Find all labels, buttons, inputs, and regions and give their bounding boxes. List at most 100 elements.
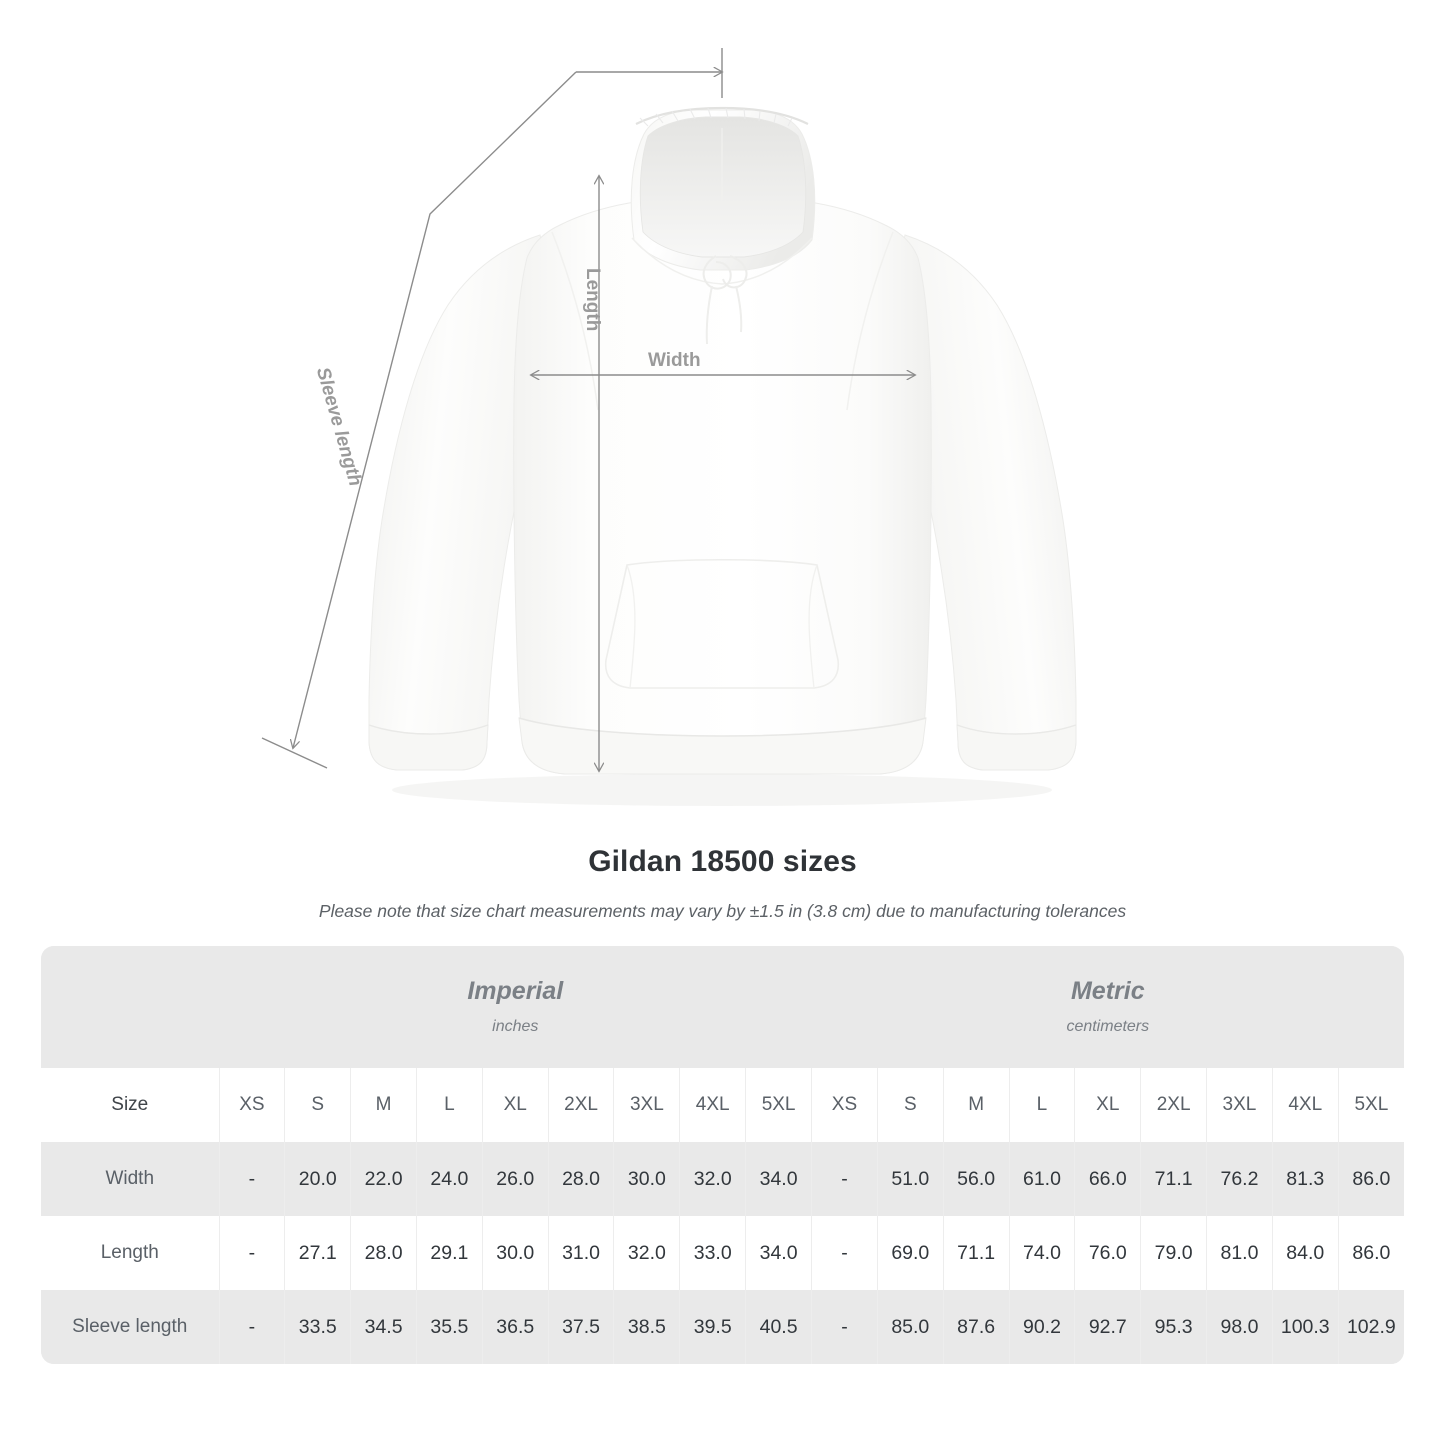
cell-metric: 98.0: [1206, 1290, 1273, 1364]
cell-imperial: 33.0: [679, 1216, 746, 1290]
cell-imperial: 39.5: [679, 1290, 746, 1364]
size-chart-table: Imperial inches Metric centimeters Size XS S M L…: [41, 946, 1404, 1364]
unit-system-name: Imperial: [467, 977, 564, 1006]
size-header-metric-s: S: [876, 1068, 944, 1142]
unit-group-metric: Metric centimeters: [811, 946, 1404, 1068]
size-header-metric-2xl: 2XL: [1140, 1068, 1207, 1142]
cell-metric: 84.0: [1271, 1216, 1339, 1290]
size-header-imperial-s: S: [284, 1068, 351, 1142]
size-header-imperial-5xl: 5XL: [745, 1068, 812, 1142]
cell-metric: 100.3: [1271, 1290, 1339, 1364]
cell-imperial: -: [218, 1216, 285, 1290]
measurement-lines: [261, 48, 915, 771]
cell-metric: 76.0: [1074, 1216, 1141, 1290]
sleeve-bottom-tick: [261, 737, 328, 769]
cell-imperial: 27.1: [284, 1216, 351, 1290]
cell-imperial: 33.5: [284, 1290, 351, 1364]
cell-metric: 66.0: [1074, 1142, 1141, 1216]
cell-metric: 56.0: [942, 1142, 1010, 1216]
unit-system-name: Metric: [1070, 977, 1145, 1006]
cell-imperial: -: [218, 1290, 285, 1364]
table-row: Sleeve length -33.5 34.5 35.5 36.5 37.5 38.5 39…: [41, 1290, 1404, 1364]
cell-metric: 61.0: [1008, 1142, 1075, 1216]
cell-imperial: 34.0: [745, 1142, 812, 1216]
row-label-length: Length: [41, 1216, 219, 1290]
size-header-imperial-4xl: 4XL: [679, 1068, 746, 1142]
size-header-imperial-xs: XS: [218, 1068, 285, 1142]
size-header-metric-xl: XL: [1074, 1068, 1141, 1142]
cell-imperial: 32.0: [613, 1216, 680, 1290]
sleeve-length-line: [293, 71, 577, 748]
cell-imperial: 34.5: [350, 1290, 417, 1364]
cell-imperial: 29.1: [415, 1216, 483, 1290]
row-label-sleeve-length: Sleeve length: [41, 1290, 219, 1364]
cell-imperial: 28.0: [547, 1142, 614, 1216]
cell-metric: 79.0: [1140, 1216, 1207, 1290]
cell-imperial: 31.0: [547, 1216, 614, 1290]
cell-metric: 102.9: [1337, 1290, 1404, 1364]
cell-metric: 71.1: [1140, 1142, 1207, 1216]
cell-metric: 74.0: [1008, 1216, 1075, 1290]
cell-metric: -: [811, 1290, 878, 1364]
cell-metric: 81.3: [1271, 1142, 1339, 1216]
heading-block: Gildan 18500 sizes Please note that size…: [0, 845, 1445, 922]
unit-row-spacer: [41, 946, 219, 1068]
cell-imperial: 28.0: [350, 1216, 417, 1290]
cell-metric: 85.0: [876, 1290, 944, 1364]
cell-imperial: 37.5: [547, 1290, 614, 1364]
cell-metric: -: [811, 1216, 878, 1290]
size-chart-table-container: Imperial inches Metric centimeters Size XS S M L…: [41, 946, 1404, 1364]
unit-group-imperial: Imperial inches: [219, 946, 812, 1068]
cell-imperial: 38.5: [613, 1290, 680, 1364]
size-header-metric-5xl: 5XL: [1337, 1068, 1404, 1142]
width-annotation-label: Width: [648, 350, 701, 371]
unit-measure-name: centimeters: [1066, 1017, 1150, 1035]
size-header-metric-3xl: 3XL: [1206, 1068, 1273, 1142]
table-row: Width -20.0 22.0 24.0 26.0 28.0 30.0 32.0 34.0-5…: [41, 1142, 1404, 1216]
cell-metric: 76.2: [1206, 1142, 1273, 1216]
cell-imperial: 36.5: [481, 1290, 549, 1364]
cell-imperial: 35.5: [415, 1290, 483, 1364]
table-row: Length -27.1 28.0 29.1 30.0 31.0 32.0 33.0 34.0-…: [41, 1216, 1404, 1290]
unit-measure-name: inches: [492, 1017, 539, 1035]
cell-imperial: 30.0: [613, 1142, 680, 1216]
cell-metric: 71.1: [942, 1216, 1010, 1290]
cell-imperial: -: [218, 1142, 285, 1216]
size-header-imperial-2xl: 2XL: [547, 1068, 614, 1142]
cell-metric: 95.3: [1140, 1290, 1207, 1364]
cell-metric: 90.2: [1008, 1290, 1075, 1364]
cell-imperial: 30.0: [481, 1216, 549, 1290]
cell-metric: 69.0: [876, 1216, 944, 1290]
size-header-imperial-m: M: [350, 1068, 417, 1142]
cell-imperial: 40.5: [745, 1290, 812, 1364]
size-header-row: Size XS S M L XL 2XL 3XL 4XL 5XL XS S M L XL 2XL 3XL 4XL 5…: [41, 1068, 1404, 1142]
cell-imperial: 34.0: [745, 1216, 812, 1290]
length-annotation-label: Length: [582, 268, 603, 332]
cell-metric: 92.7: [1074, 1290, 1141, 1364]
size-header-imperial-l: L: [415, 1068, 483, 1142]
hoodie-measurement-diagram: Width Length Sleeve length: [261, 48, 1077, 806]
cell-metric: -: [811, 1142, 878, 1216]
cell-imperial: 22.0: [350, 1142, 417, 1216]
row-label-width: Width: [41, 1142, 219, 1216]
size-column-header: Size: [41, 1068, 219, 1142]
size-header-metric-m: M: [942, 1068, 1010, 1142]
unit-system-row: Imperial inches Metric centimeters: [41, 946, 1404, 1068]
cell-metric: 81.0: [1206, 1216, 1273, 1290]
size-header-metric-l: L: [1008, 1068, 1075, 1142]
size-header-imperial-3xl: 3XL: [613, 1068, 680, 1142]
hoodie-illustration: [261, 48, 1077, 806]
size-header-metric-4xl: 4XL: [1271, 1068, 1339, 1142]
tolerance-note: Please note that size chart measurements…: [318, 901, 1127, 921]
cell-imperial: 26.0: [481, 1142, 549, 1216]
cell-metric: 86.0: [1337, 1142, 1404, 1216]
size-header-metric-xs: XS: [811, 1068, 878, 1142]
cell-metric: 86.0: [1337, 1216, 1404, 1290]
cell-metric: 87.6: [942, 1290, 1010, 1364]
size-header-imperial-xl: XL: [481, 1068, 549, 1142]
cell-imperial: 20.0: [284, 1142, 351, 1216]
cell-metric: 51.0: [876, 1142, 944, 1216]
page-title: Gildan 18500 sizes: [588, 845, 857, 878]
cell-imperial: 32.0: [679, 1142, 746, 1216]
garment-shape: [368, 106, 1077, 806]
